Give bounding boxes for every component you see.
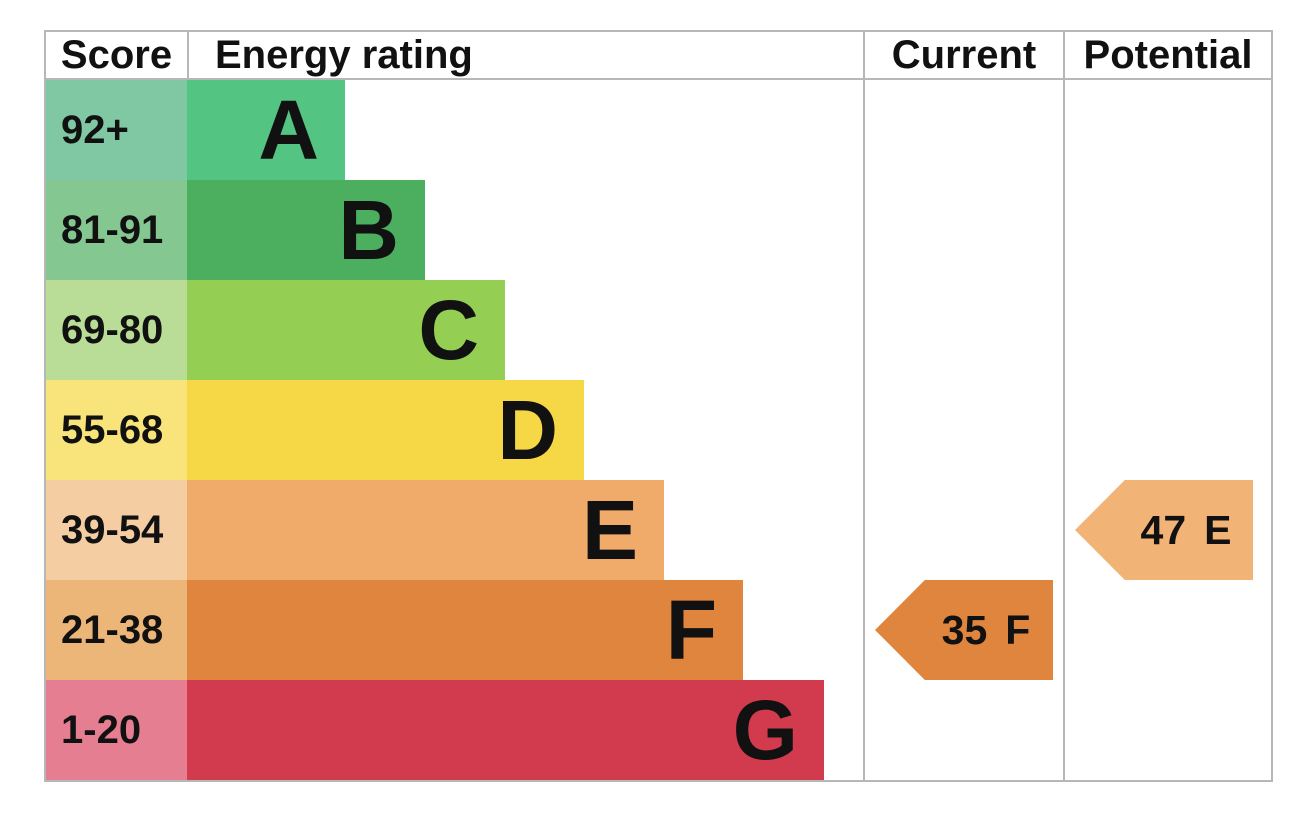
- band-bar-e: E: [187, 480, 664, 580]
- band-letter-a: A: [258, 83, 319, 177]
- band-letter-e: E: [581, 483, 638, 577]
- current-rating-value: 35: [941, 606, 988, 653]
- score-energy-column-divider: [187, 32, 189, 78]
- band-bar-c: C: [187, 280, 505, 380]
- band-rows: 92+ A 81-91 B 69-80 C 55-68 D: [46, 80, 1271, 780]
- score-cell-c: 69-80: [46, 280, 187, 380]
- band-bar-b: B: [187, 180, 425, 280]
- potential-column-header: Potential: [1083, 32, 1253, 77]
- header-bottom-divider: [46, 78, 1271, 80]
- band-bar-d: D: [187, 380, 584, 480]
- score-cell-e: 39-54: [46, 480, 187, 580]
- score-cell-b: 81-91: [46, 180, 187, 280]
- band-row-a: 92+ A: [46, 80, 1271, 180]
- current-rating-band: F: [1005, 606, 1031, 653]
- score-cell-a: 92+: [46, 80, 187, 180]
- potential-column-divider: [1063, 32, 1065, 780]
- band-letter-g: G: [732, 683, 798, 777]
- band-letter-d: D: [497, 383, 558, 477]
- score-cell-g: 1-20: [46, 680, 187, 780]
- band-row-f: 21-38 F: [46, 580, 1271, 680]
- band-letter-f: F: [665, 583, 717, 677]
- band-letter-b: B: [338, 183, 399, 277]
- energy-rating-column-header: Energy rating: [215, 32, 473, 77]
- rating-table: Score Energy rating Current Potential 92…: [44, 30, 1273, 782]
- potential-rating-value: 47: [1140, 506, 1187, 553]
- band-row-b: 81-91 B: [46, 180, 1271, 280]
- potential-rating-band: E: [1204, 506, 1232, 553]
- score-cell-f: 21-38: [46, 580, 187, 680]
- band-row-d: 55-68 D: [46, 380, 1271, 480]
- band-row-g: 1-20 G: [46, 680, 1271, 780]
- band-bar-f: F: [187, 580, 743, 680]
- current-column-header: Current: [891, 32, 1037, 77]
- score-column-header: Score: [60, 32, 173, 77]
- band-bar-a: A: [187, 80, 345, 180]
- band-bar-g: G: [187, 680, 824, 780]
- band-letter-c: C: [418, 283, 479, 377]
- current-column-divider: [863, 32, 865, 780]
- band-row-c: 69-80 C: [46, 280, 1271, 380]
- score-cell-d: 55-68: [46, 380, 187, 480]
- band-row-e: 39-54 E: [46, 480, 1271, 580]
